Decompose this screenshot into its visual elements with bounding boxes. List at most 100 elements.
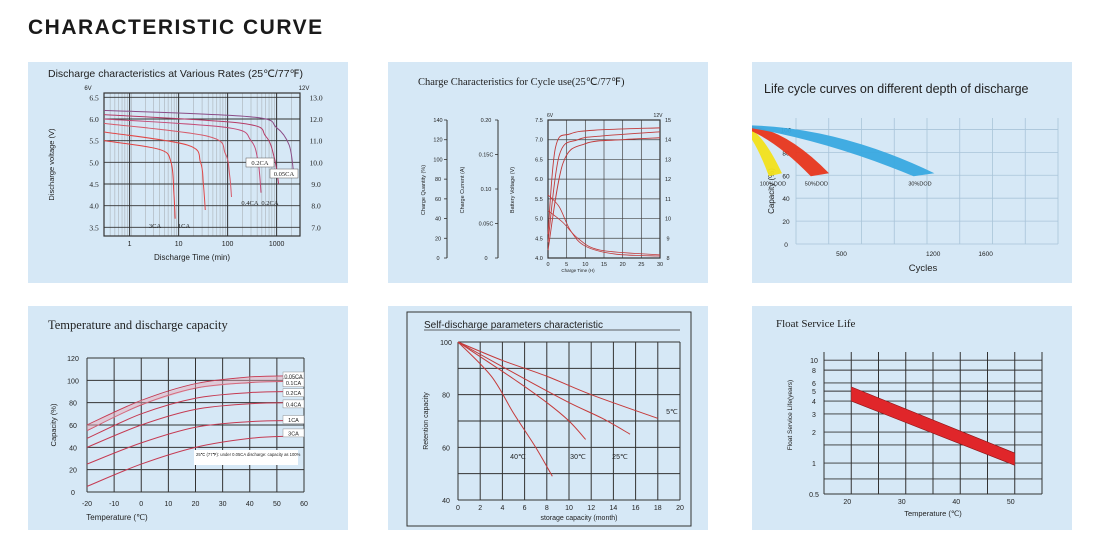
discharge-y-tick-right: 10.0	[309, 158, 322, 167]
self-x-tick: 18	[654, 505, 662, 512]
temp-x-tick: 10	[164, 501, 172, 508]
charge-voltage-tick-left: 6.5	[535, 157, 543, 163]
discharge-annotation: 0.05CA	[274, 171, 295, 178]
charge-x-label: Charge Time (H)	[561, 268, 595, 273]
float-lower-line	[851, 400, 1015, 466]
self-series-line	[457, 341, 631, 435]
life-y-tick: 60	[782, 173, 790, 180]
discharge-chart: 1 10 100 1000 6.5 6.0 5.5 5.0 4.5 4.0 3.5 13.0 12.0 1…	[47, 86, 323, 262]
discharge-series-line	[103, 118, 262, 193]
float-y-tick: 1	[812, 461, 816, 468]
discharge-x-tick: 1000	[269, 241, 285, 248]
self-annotation: 5℃	[666, 409, 678, 416]
charge-voltage-tick-right: 8	[666, 256, 669, 262]
temp-x-tick: 30	[219, 501, 227, 508]
charge-voltage-tick-right: 12	[665, 177, 671, 183]
charge-voltage-tick-left: 4.0	[535, 256, 543, 262]
charge-voltage-tick-right: 11	[665, 197, 671, 203]
charge-series-line	[547, 137, 661, 251]
temp-series-line	[86, 402, 291, 448]
charge-x-tick: 10	[582, 262, 588, 268]
float-x-tick: 20	[843, 499, 851, 506]
temperature-chart: -20 -10 0 10 20 30 40 50 60 120 100 80 60 40 20 0 Temper…	[49, 356, 308, 522]
charge-quantity-tick: 140	[433, 118, 442, 124]
discharge-annotation: 0.4CA	[241, 200, 258, 207]
life-y-tick: 20	[782, 219, 790, 226]
temp-y-tick: 80	[69, 401, 77, 408]
self-outer-frame	[406, 311, 692, 527]
discharge-chart-title: Discharge characteristics at Various Rat…	[48, 68, 304, 80]
temp-series-line	[86, 375, 291, 426]
temp-annotation: 0.2CA	[286, 391, 302, 397]
charge-voltage-tick-left: 7.5	[535, 118, 543, 124]
life-band-1	[752, 126, 829, 177]
temp-y-tick: 100	[67, 378, 79, 385]
discharge-annotation-box	[245, 157, 275, 168]
float-y-tick: 3	[812, 412, 816, 419]
life-band-label: 100%DOD	[760, 181, 786, 187]
temp-series-line	[86, 380, 291, 432]
temp-x-tick: -20	[82, 501, 92, 508]
charge-current-tick: 0.15C	[479, 153, 494, 159]
temperature-chart-title: Temperature and discharge capacity	[48, 318, 228, 332]
charge-plot-frame	[547, 119, 661, 259]
life-x-tick: 1200	[926, 251, 941, 258]
self-y-tick: 100	[440, 340, 452, 347]
float-upper-line	[851, 386, 1015, 454]
page-title: CHARACTERISTIC CURVE	[28, 16, 324, 39]
life-band-0	[752, 129, 782, 177]
life-x-tick: 1600	[978, 251, 993, 258]
charge-quantity-tick: 20	[435, 236, 441, 242]
discharge-y-tick-left: 3.5	[89, 223, 99, 232]
charge-current-tick: 0	[484, 256, 487, 262]
temp-x-tick: 60	[300, 501, 308, 508]
temp-x-tick: 20	[192, 501, 200, 508]
float-y-tick: 0.5	[809, 492, 819, 499]
discharge-series-line	[103, 114, 280, 185]
float-x-tick: 30	[898, 499, 906, 506]
charge-current-tick: 0.05C	[479, 222, 494, 228]
self-annotation: 25℃	[612, 454, 628, 461]
discharge-y-tick-left: 5.0	[89, 158, 99, 167]
float-life-band	[851, 386, 1015, 466]
charge-voltage-tick-left: 7.0	[535, 138, 543, 144]
life-band-label: 50%DOD	[805, 181, 828, 187]
self-y-tick: 80	[442, 393, 450, 400]
temp-y-tick: 40	[69, 445, 77, 452]
discharge-series-line	[103, 109, 294, 172]
float-x-tick: 40	[952, 499, 960, 506]
charge-quantity-label: Charge Quantity (%)	[421, 165, 427, 215]
self-x-tick: 8	[545, 505, 549, 512]
charge-quantity-tick: 60	[435, 197, 441, 203]
charge-series-line	[547, 131, 661, 243]
discharge-series-line	[103, 122, 232, 198]
float-y-label: Float Service Life(years)	[787, 380, 794, 450]
discharge-x-tick: 10	[175, 241, 183, 248]
charge-x-tick: 15	[601, 262, 607, 268]
discharge-annotation-box	[269, 168, 299, 179]
charge-voltage-tick-right: 13	[665, 157, 671, 163]
temp-shaded-area	[87, 375, 291, 431]
self-annotation: 40℃	[510, 454, 526, 461]
selfdischarge-chart-panel: Self-discharge parameters characteristic…	[388, 306, 708, 530]
life-band-label: 30%DOD	[908, 181, 931, 187]
charge-voltage-tick-right: 15	[665, 118, 671, 124]
float-y-tick: 5	[812, 389, 816, 396]
charge-quantity-tick: 0	[436, 256, 439, 262]
discharge-y-tick-left: 4.0	[89, 202, 99, 211]
temp-annotation: 0.4CA	[286, 402, 302, 408]
charge-voltage-tick-left: 5.5	[535, 197, 543, 203]
temp-x-tick: 40	[246, 501, 254, 508]
float-life-chart: 10 8 65 4 3 2 1 0.5 20 30 40 50 Temperature (℃) Float…	[787, 352, 1043, 518]
charge-quantity-tick: 100	[433, 157, 442, 163]
self-annotation: 30℃	[570, 454, 586, 461]
charge-series-line	[547, 127, 661, 235]
float-life-chart-title: Float Service Life	[776, 318, 856, 330]
lifecycle-chart-panel: Life cycle curves on different depth of …	[752, 62, 1072, 283]
discharge-y-tick-right: 8.0	[311, 202, 321, 211]
discharge-annotation: 0.2CA	[251, 160, 268, 167]
charge-right-unit: 12V	[654, 113, 664, 119]
temp-series-line	[86, 420, 291, 465]
float-y-tick: 6	[812, 381, 816, 388]
charge-x-tick: 20	[620, 262, 626, 268]
